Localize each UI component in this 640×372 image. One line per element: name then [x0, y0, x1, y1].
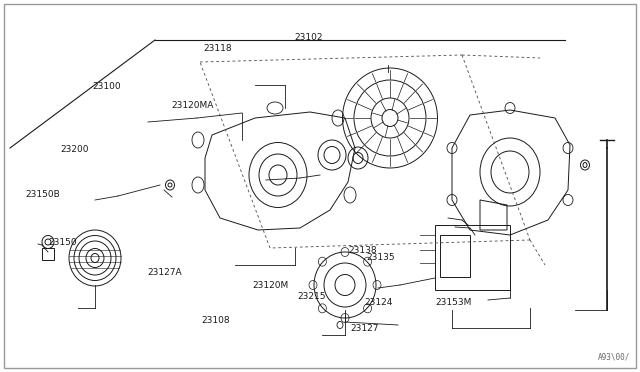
Text: 23118: 23118	[204, 44, 232, 53]
Text: 23127A: 23127A	[147, 268, 182, 277]
Text: 23138: 23138	[349, 246, 378, 254]
Text: 23120MA: 23120MA	[172, 101, 214, 110]
Bar	[435, 225, 510, 290]
Text: 23150: 23150	[48, 238, 77, 247]
Text: 23102: 23102	[294, 33, 323, 42]
Text: 23215: 23215	[298, 292, 326, 301]
Text: 23200: 23200	[61, 145, 90, 154]
Text: 23153M: 23153M	[435, 298, 472, 307]
Text: 23108: 23108	[202, 316, 230, 325]
Text: 23127: 23127	[351, 324, 380, 333]
Bar	[42, 248, 54, 260]
Text: 23124: 23124	[365, 298, 393, 307]
Text: 23135: 23135	[366, 253, 395, 262]
Text: 23120M: 23120M	[253, 281, 289, 290]
Text: A93\00/: A93\00/	[598, 353, 630, 362]
Text: 23150B: 23150B	[26, 190, 60, 199]
Text: 23100: 23100	[93, 82, 122, 91]
Bar	[440, 235, 470, 277]
